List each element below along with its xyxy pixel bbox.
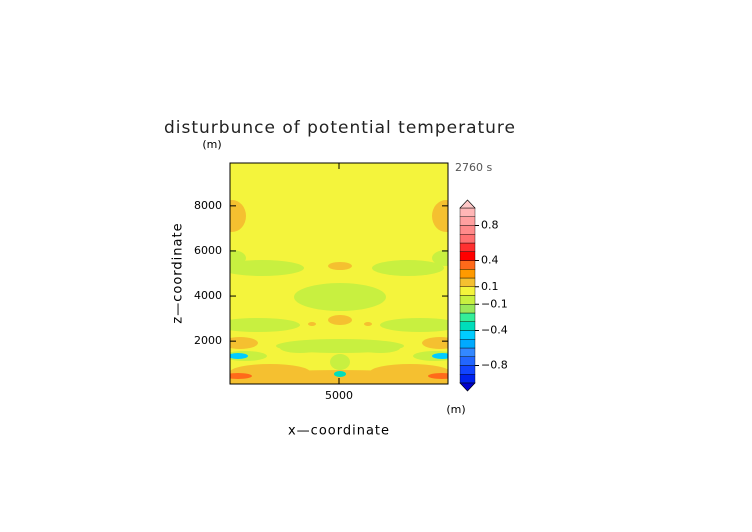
colorbar-tick-label: −0.8 — [481, 359, 508, 372]
x-axis-label: x—coordinate — [288, 424, 390, 439]
colorbar-band — [459, 295, 476, 305]
contour-region — [280, 343, 320, 353]
contour-region — [422, 337, 448, 349]
y-unit: (m) — [202, 138, 221, 151]
contour-region — [230, 337, 258, 349]
colorbar-band — [459, 304, 476, 314]
contour-region — [230, 318, 300, 332]
contour-region — [360, 343, 400, 353]
y-tick-label: 6000 — [194, 244, 222, 257]
contour-region — [432, 353, 448, 359]
contour-region — [230, 373, 252, 379]
contour-field — [230, 163, 448, 384]
colorbar-band — [459, 286, 476, 296]
colorbar-band — [459, 330, 476, 340]
contour-region — [380, 318, 448, 332]
contour-region — [328, 315, 352, 325]
y-tick-label: 8000 — [194, 199, 222, 212]
y-axis-label: z—coordinate — [171, 222, 186, 323]
contour-region — [308, 322, 316, 326]
contour-region — [312, 286, 368, 298]
contour-region — [230, 260, 304, 276]
contour-region — [364, 322, 372, 326]
contour-region — [328, 262, 352, 270]
colorbar-band — [459, 207, 476, 217]
colorbar-band — [459, 321, 476, 331]
contour-region — [230, 200, 246, 232]
contour-region — [428, 373, 448, 379]
contour-region — [334, 371, 346, 377]
time-label: 2760 s — [455, 161, 492, 174]
y-tick-label: 4000 — [194, 289, 222, 302]
x-tick-label: 5000 — [325, 389, 353, 402]
colorbar-band — [459, 260, 476, 270]
x-unit: (m) — [446, 403, 465, 416]
colorbar-band — [459, 277, 476, 287]
colorbar-tick-label: −0.4 — [481, 324, 508, 337]
colorbar-band — [459, 374, 476, 384]
contour-region — [372, 260, 444, 276]
y-tick-label: 2000 — [194, 334, 222, 347]
contour-region — [432, 200, 448, 232]
colorbar-band — [459, 339, 476, 349]
colorbar-band — [459, 356, 476, 366]
colorbar-tick-label: 0.8 — [481, 219, 499, 232]
colorbar-tick-label: −0.1 — [481, 297, 508, 310]
colorbar-band — [459, 242, 476, 252]
colorbar-band — [459, 216, 476, 226]
colorbar-tick-label: 0.4 — [481, 254, 499, 267]
colorbar-band — [459, 365, 476, 375]
colorbar-band — [459, 312, 476, 322]
colorbar-band — [459, 347, 476, 357]
colorbar-over — [459, 199, 476, 209]
colorbar-tick-label: 0.1 — [481, 280, 499, 293]
contour-region — [330, 354, 350, 370]
colorbar-band — [459, 225, 476, 235]
contour-region — [432, 250, 448, 266]
chart-title: disturbunce of potential temperature — [164, 118, 516, 138]
colorbar-band — [459, 234, 476, 244]
colorbar-band — [459, 251, 476, 261]
contour-region — [230, 353, 248, 359]
colorbar-under — [459, 382, 476, 392]
colorbar-band — [459, 269, 476, 279]
